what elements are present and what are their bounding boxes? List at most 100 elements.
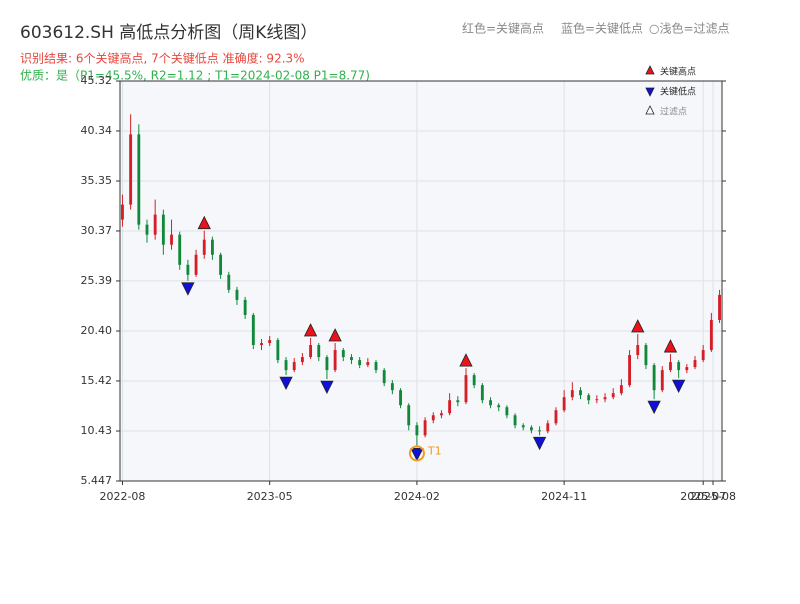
candle-body — [309, 345, 313, 358]
key-low-marker — [279, 376, 293, 391]
key-low-marker — [410, 447, 424, 462]
key-high-marker — [663, 339, 678, 353]
candle-body — [456, 400, 460, 403]
candle-body — [693, 360, 697, 368]
candle-body — [546, 423, 550, 432]
key-high-marker — [328, 328, 342, 342]
legend-label: 关键低点 — [660, 86, 696, 98]
x-tick-label: 2022-08 — [99, 490, 145, 503]
candle-body — [390, 383, 394, 391]
candle-body — [178, 234, 182, 265]
y-tick-label: 30.37 — [81, 224, 113, 237]
x-tick-label: 2025-07 — [680, 490, 726, 503]
candle-body — [374, 362, 378, 371]
y-tick-label: 35.35 — [81, 174, 113, 187]
candle-body — [628, 355, 632, 386]
candle-body — [382, 370, 386, 384]
legend-label: 关键高点 — [660, 66, 696, 78]
candle-body — [186, 264, 190, 275]
candle-body — [685, 367, 689, 371]
header-legend: 蓝色=关键低点 — [561, 22, 643, 36]
candle-body — [366, 362, 370, 366]
candle-body — [153, 214, 157, 235]
y-tick-label: 25.39 — [81, 274, 113, 287]
candle-body — [227, 274, 231, 290]
candle-body — [202, 239, 206, 255]
candle-body — [210, 239, 214, 255]
candle-body — [448, 400, 452, 414]
candle-body — [325, 357, 329, 371]
legend-label: 过滤点 — [660, 106, 687, 118]
candle-body — [170, 234, 173, 245]
subtitle: 优质：是（P1=45.5%, R2=1.12 ; T1=2024-02-08 P… — [20, 69, 370, 83]
header-legend: ○浅色=过滤点 — [649, 22, 730, 36]
candle-body — [399, 390, 402, 406]
candle-body — [431, 415, 435, 421]
candle-body — [644, 345, 648, 366]
candle-body — [538, 430, 542, 432]
candle-body — [235, 289, 239, 300]
candle-body — [407, 405, 411, 426]
candle-body — [137, 134, 141, 225]
key-high-marker — [631, 319, 645, 333]
header-legend: 红色=关键高点 — [462, 21, 544, 36]
t1-circle — [408, 445, 425, 462]
candle-body — [341, 350, 345, 358]
candle-body — [317, 345, 321, 358]
y-tick-label: 45.32 — [81, 74, 113, 87]
candle-body — [121, 204, 124, 220]
chart-title: 603612.SH 高低点分析图（周K线图） — [20, 23, 317, 43]
candle-body — [619, 385, 623, 394]
key-low-marker — [532, 436, 547, 451]
key-low-marker — [181, 282, 195, 296]
candle-body — [718, 294, 721, 320]
candle-body — [440, 413, 443, 416]
candle-body — [350, 357, 353, 361]
candle-body — [669, 362, 672, 371]
candle-body — [276, 340, 280, 361]
key-low-marker — [672, 379, 686, 394]
candle-body — [333, 350, 337, 371]
key-high-marker — [303, 323, 318, 337]
candle-body — [145, 224, 149, 235]
legend-marker — [645, 87, 655, 97]
candle-body — [570, 390, 574, 398]
candle-body — [472, 375, 476, 386]
candle-body — [587, 395, 591, 401]
candle-body — [554, 410, 558, 424]
x-tick-label: 2024-02 — [394, 490, 440, 503]
candle-body — [358, 360, 362, 366]
candle-body — [251, 314, 255, 346]
y-tick-label: 5.447 — [81, 474, 113, 487]
legend-marker — [645, 65, 655, 75]
y-tick-label: 20.40 — [81, 324, 113, 337]
candle-body — [652, 365, 656, 391]
candle-body — [300, 357, 304, 363]
candle-body — [521, 425, 525, 428]
candle-body — [709, 319, 713, 351]
candle-body — [595, 399, 599, 401]
legend-marker — [645, 105, 655, 115]
candle-body — [415, 425, 419, 436]
y-tick-label: 10.43 — [81, 424, 113, 437]
key-low-marker — [647, 400, 661, 415]
candle-body — [480, 385, 484, 401]
x-tick-label: 2024-11 — [541, 490, 587, 503]
candle-body — [579, 390, 582, 396]
candle-body — [423, 420, 427, 436]
key-high-marker — [459, 353, 473, 367]
candle-body — [243, 299, 247, 315]
candle-body — [677, 362, 681, 371]
y-tick-label: 40.34 — [81, 124, 113, 137]
candle-body — [562, 397, 566, 411]
candle-body — [268, 340, 272, 344]
candle-body — [529, 427, 533, 431]
candle-body — [497, 405, 501, 408]
candle-body — [129, 134, 133, 205]
candle-body — [292, 362, 296, 371]
candle-body — [194, 254, 198, 275]
candle-body — [161, 214, 165, 245]
candle-body — [603, 397, 607, 400]
candle-body — [660, 370, 664, 391]
candle-body — [260, 343, 263, 346]
